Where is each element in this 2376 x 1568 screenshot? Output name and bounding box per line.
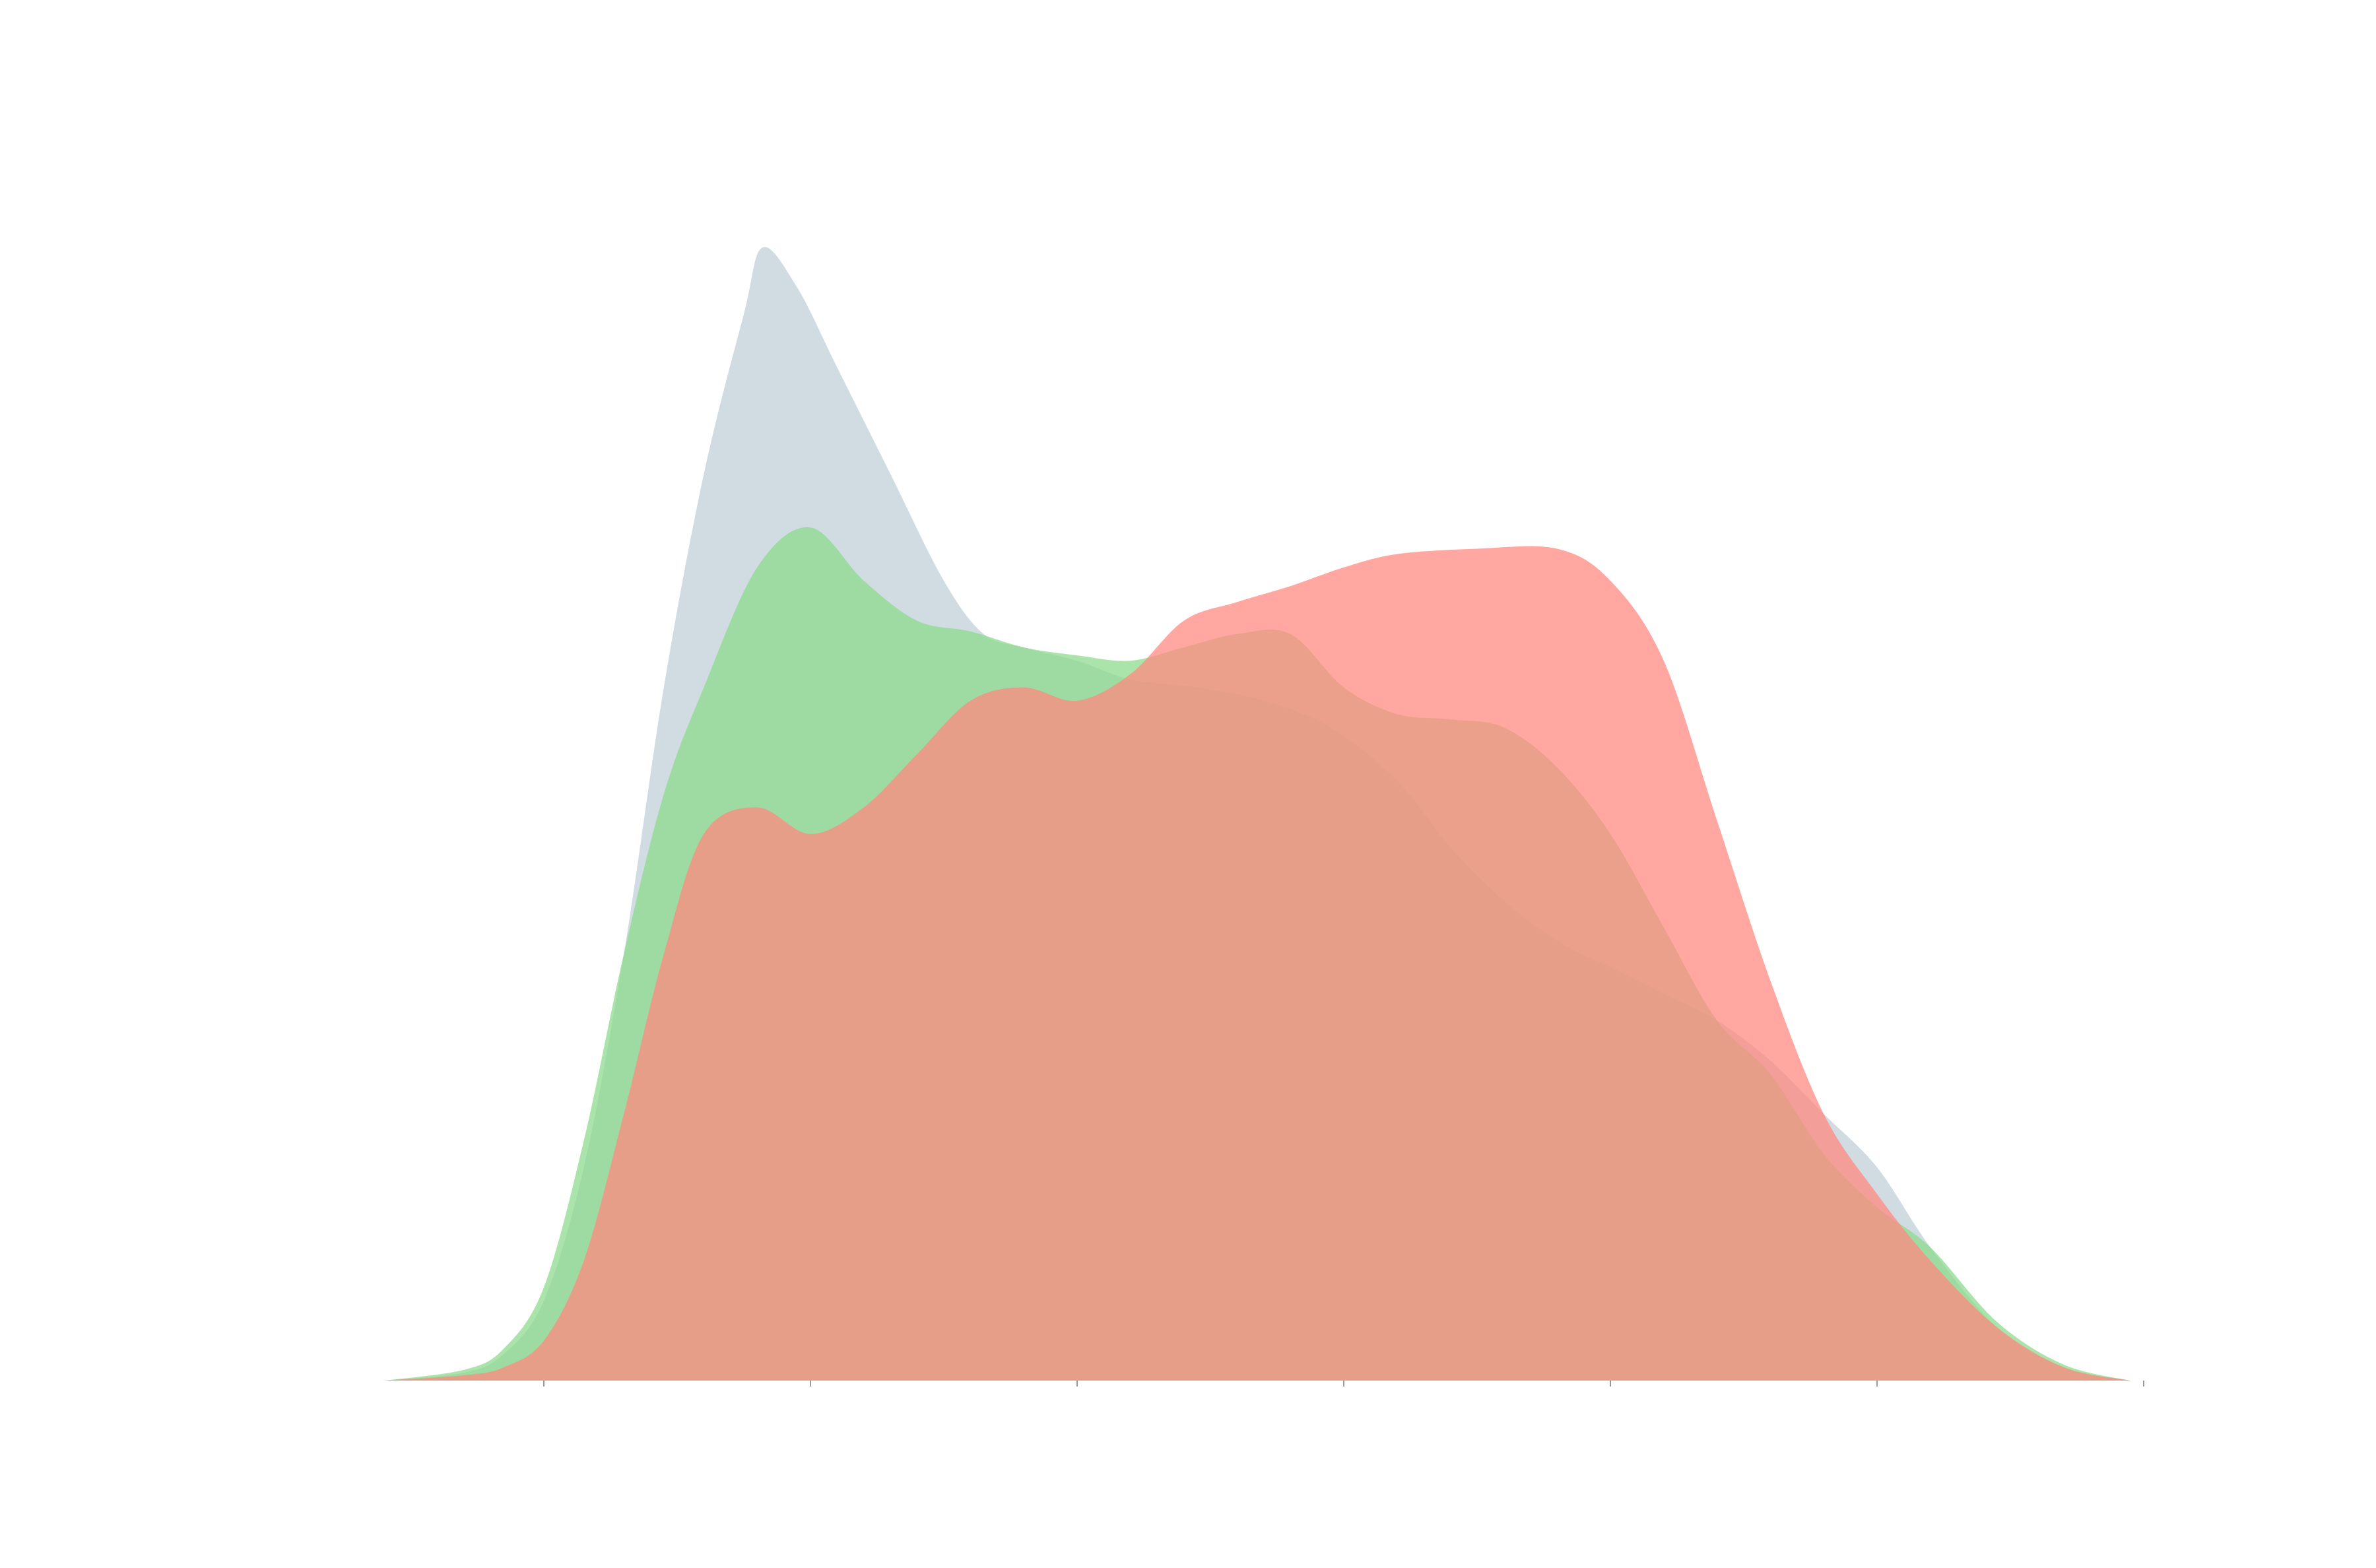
x-axis bbox=[543, 1381, 2144, 1387]
density-areas bbox=[383, 247, 2130, 1381]
density-area-3 bbox=[383, 546, 2130, 1381]
